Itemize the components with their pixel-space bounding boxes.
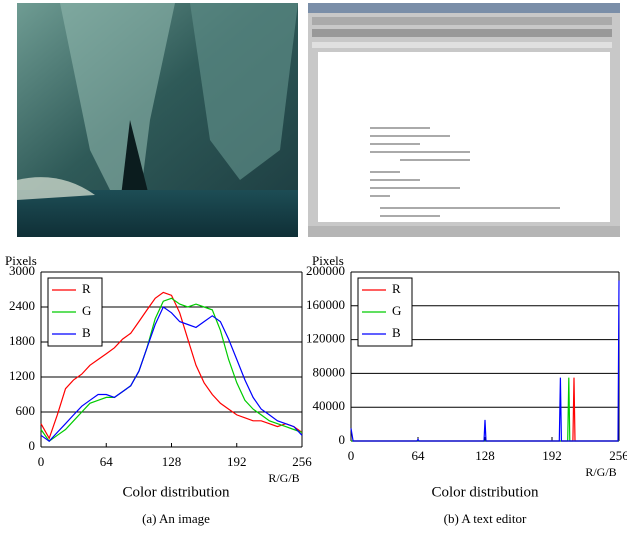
x-tick-label: 128 — [162, 454, 182, 469]
x-axis-label: R/G/B — [585, 465, 616, 479]
legend-label: R — [82, 281, 91, 296]
caption: (a) An image — [142, 511, 210, 526]
y-tick-label: 0 — [339, 432, 346, 447]
figure: 06001200180024003000064128192256RGBPixel… — [0, 0, 627, 533]
x-tick-label: 256 — [292, 454, 312, 469]
y-axis-label: Pixels — [312, 253, 344, 268]
y-axis-label: Pixels — [5, 253, 37, 268]
x-tick-label: 256 — [609, 448, 627, 463]
editor-screenshot — [308, 3, 620, 237]
y-tick-label: 1800 — [9, 333, 35, 348]
y-tick-label: 600 — [16, 403, 36, 418]
y-tick-label: 160000 — [306, 297, 345, 312]
y-tick-label: 120000 — [306, 331, 345, 346]
legend-label: B — [82, 325, 91, 340]
x-tick-label: 128 — [475, 448, 495, 463]
photo-image — [17, 3, 298, 237]
caption: (b) A text editor — [444, 511, 527, 526]
x-axis-label: R/G/B — [268, 471, 299, 485]
legend-label: B — [392, 325, 401, 340]
legend-label: R — [392, 281, 401, 296]
x-tick-label: 192 — [542, 448, 562, 463]
y-tick-label: 1200 — [9, 368, 35, 383]
y-tick-label: 80000 — [313, 364, 346, 379]
x-tick-label: 0 — [38, 454, 45, 469]
chart-title: Color distribution — [122, 484, 230, 500]
x-tick-label: 192 — [227, 454, 247, 469]
x-tick-label: 0 — [348, 448, 355, 463]
x-tick-label: 64 — [100, 454, 114, 469]
y-tick-label: 2400 — [9, 298, 35, 313]
chart-title: Color distribution — [431, 484, 539, 500]
x-tick-label: 64 — [412, 448, 426, 463]
legend-label: G — [392, 303, 401, 318]
legend-label: G — [82, 303, 91, 318]
y-tick-label: 0 — [29, 438, 36, 453]
y-tick-label: 40000 — [313, 398, 346, 413]
